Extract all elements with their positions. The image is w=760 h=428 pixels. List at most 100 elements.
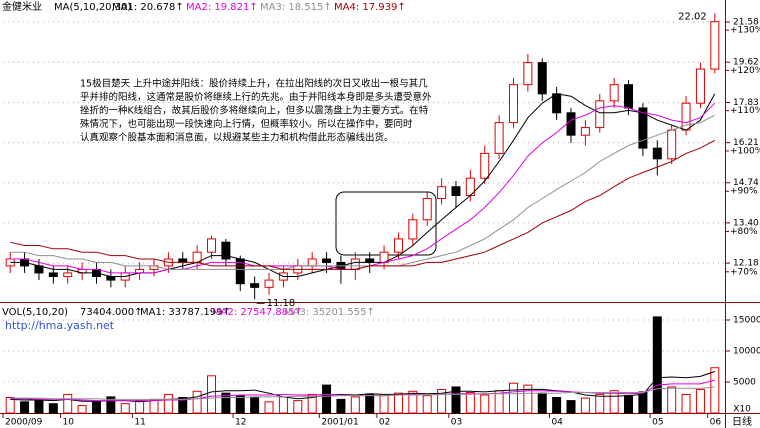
volume-bar <box>77 405 87 414</box>
candle-body <box>624 84 634 109</box>
legend-entry: MA4: 17.939↑ <box>334 2 406 13</box>
y2-tick-label: +110% <box>730 106 760 116</box>
volume-bar <box>480 394 490 414</box>
indicator-label: VOL(5,10,20) <box>2 307 68 318</box>
candle-body <box>106 275 116 281</box>
description-line: 乎并排的阳线，这通常是股价将继续上行的先兆。由于并阳线本身即是多头遭受意外 <box>80 91 432 103</box>
volume-bar <box>336 398 346 414</box>
candle-body <box>480 152 490 179</box>
candle-body <box>494 122 504 154</box>
volume-bar <box>437 388 447 414</box>
y-tick-label: 12.18 <box>733 259 759 269</box>
y-tick-label: 14.74 <box>733 178 759 188</box>
volume-bar <box>48 403 58 414</box>
legend-entry: MA3: 35201.555↑ <box>284 307 375 318</box>
legend-entry: MA1: 20.678↑ <box>112 2 184 13</box>
candle-body <box>667 129 677 160</box>
candle-body <box>207 238 217 253</box>
volume-bar <box>523 384 533 414</box>
volume-bar <box>235 395 245 414</box>
description-line: 挫折的一种K线组合，故其后股价多将继续向上，但多以震荡盘上为主要方式。在特 <box>80 105 429 117</box>
candle-body <box>451 186 461 196</box>
volume-bar <box>595 393 605 414</box>
annotation: 11.18 <box>267 298 296 309</box>
candle-body <box>350 258 360 270</box>
legend-entry: MA1: 33787.199↑ <box>140 307 231 318</box>
candle-body <box>393 238 403 253</box>
candle-body <box>307 258 317 267</box>
volume-bar <box>681 393 691 414</box>
candle-body <box>710 21 720 70</box>
volume-bar <box>149 398 159 414</box>
watermark: http://hma.yash.net <box>5 319 115 332</box>
y2-tick-label: +90% <box>730 187 758 197</box>
scale-note: X10 <box>733 405 751 415</box>
y2-tick-label: +130% <box>730 26 760 36</box>
y-tick-label: 21.58 <box>733 18 759 28</box>
indicator-label: MA(5,10,20,30) <box>54 2 131 13</box>
y-tick-label: 19.62 <box>733 58 759 68</box>
legend-entry: MA2: 27547.885↑ <box>212 307 303 318</box>
volume-bar <box>393 392 403 414</box>
volume-bar <box>580 397 590 414</box>
x-tick-label: 12 <box>235 418 246 428</box>
volume-bar <box>120 403 130 414</box>
volume-bar <box>322 384 332 414</box>
candle-body <box>580 127 590 136</box>
volume-bar <box>624 395 634 414</box>
volume-bar <box>307 393 317 414</box>
y-tick-label: 10000 <box>733 347 760 357</box>
latest-value: 73404.000↑ <box>80 307 142 318</box>
legend-entry: MA3: 18.515↑ <box>260 2 332 13</box>
legend-entry: MA2: 19.821↑ <box>186 2 258 13</box>
volume-bar <box>178 397 188 414</box>
annotation: 22.02 <box>678 12 707 23</box>
y2-tick-label: +120% <box>730 66 760 76</box>
volume-bar <box>652 316 662 414</box>
volume-bar <box>163 393 173 414</box>
volume-bar <box>278 396 288 414</box>
candle-body <box>638 107 648 149</box>
volume-bar <box>293 400 303 414</box>
volume-bar <box>695 388 705 414</box>
candle-body <box>322 258 332 263</box>
volume-bar <box>192 390 202 414</box>
ma-line <box>10 93 716 277</box>
candle-body <box>537 62 547 95</box>
volume-bar <box>465 392 475 414</box>
volume-bar <box>451 386 461 414</box>
y-tick-label: 15000 <box>733 316 760 326</box>
volume-bar <box>408 390 418 414</box>
candle-body <box>508 84 518 124</box>
volume-bar <box>106 396 116 414</box>
candle-body <box>408 219 418 240</box>
candle-body <box>437 186 447 199</box>
volume-ma-line <box>10 386 715 400</box>
y2-tick-label: +70% <box>730 267 758 277</box>
volume-bar <box>34 398 44 414</box>
y2-tick-label: +100% <box>730 146 760 156</box>
candle-body <box>63 272 73 277</box>
volume-bar <box>422 395 432 414</box>
volume-bar <box>135 400 145 414</box>
y2-tick-label: +80% <box>730 227 758 237</box>
volume-bar <box>20 401 30 414</box>
volume-bar <box>207 375 217 414</box>
volume-bar <box>552 397 562 414</box>
volume-bar <box>379 395 389 414</box>
candle-body <box>652 147 662 160</box>
volume-bar <box>508 382 518 414</box>
candle-body <box>264 279 274 288</box>
volume-bar <box>667 386 677 414</box>
x-tick-label: 10 <box>63 418 75 428</box>
volume-bar <box>63 393 73 414</box>
candle-body <box>609 84 619 102</box>
volume-bar <box>250 397 260 414</box>
volume-bar <box>365 393 375 414</box>
candle-body <box>566 112 576 136</box>
x-tick-label: 04 <box>551 418 563 428</box>
y-tick-label: 16.21 <box>733 138 759 148</box>
period-label: 日线 <box>732 415 752 428</box>
x-tick-label: 03 <box>451 418 462 428</box>
